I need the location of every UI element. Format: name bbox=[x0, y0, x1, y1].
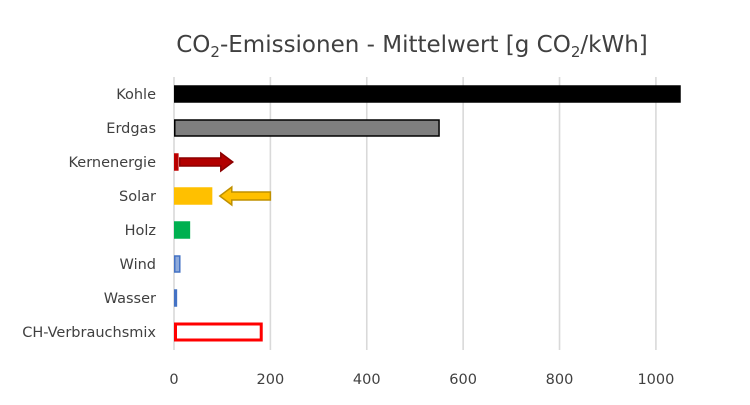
bar-wasser bbox=[174, 289, 178, 307]
bar-kernenergie bbox=[174, 153, 179, 171]
category-label: CH-Verbrauchsmix bbox=[22, 325, 156, 341]
category-label: Holz bbox=[125, 223, 156, 239]
arrow-right-kernenergie bbox=[179, 151, 235, 173]
title-subscript-2: 2 bbox=[571, 43, 581, 61]
category-label: Solar bbox=[119, 189, 156, 205]
x-tick-label: 1000 bbox=[637, 372, 674, 388]
arrow-left-solar bbox=[218, 185, 272, 207]
category-label: Kernenergie bbox=[69, 155, 157, 171]
bar-kohle bbox=[174, 85, 681, 103]
x-tick-label: 0 bbox=[169, 372, 178, 388]
category-label: Kohle bbox=[116, 87, 156, 103]
x-tick-label: 400 bbox=[353, 372, 381, 388]
bar-ch-verbrauchsmix bbox=[174, 322, 263, 342]
category-labels: Kohle Erdgas Kernenergie Solar Holz Wind Wasse… bbox=[22, 87, 156, 341]
bars bbox=[174, 85, 681, 342]
category-label: Wasser bbox=[104, 291, 156, 307]
bar-erdgas bbox=[174, 119, 440, 137]
category-label: Erdgas bbox=[106, 121, 156, 137]
bar-wind bbox=[174, 255, 181, 273]
x-tick-label: 800 bbox=[546, 372, 574, 388]
x-axis-tick-labels: 0 200 400 600 800 1000 bbox=[169, 372, 674, 388]
title-middle: -Emissionen - Mittelwert [g CO bbox=[220, 32, 571, 58]
gridlines bbox=[173, 77, 657, 350]
bar-holz bbox=[174, 221, 191, 239]
x-tick-label: 600 bbox=[449, 372, 477, 388]
title-suffix: /kWh] bbox=[580, 32, 647, 58]
title-subscript-1: 2 bbox=[210, 43, 220, 61]
annotations bbox=[179, 151, 272, 207]
category-label: Wind bbox=[120, 257, 156, 273]
title-prefix: CO bbox=[176, 32, 210, 58]
chart-title: CO2-Emissionen - Mittelwert [g CO2/kWh] bbox=[176, 32, 648, 61]
bar-solar bbox=[174, 187, 213, 205]
x-tick-label: 200 bbox=[257, 372, 285, 388]
